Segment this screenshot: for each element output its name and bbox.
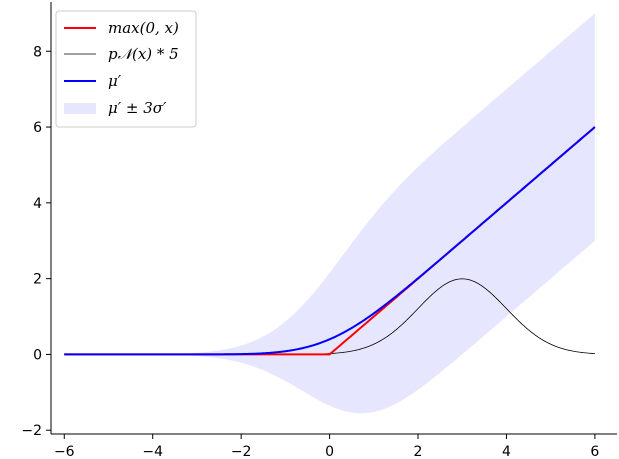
y-tick-label: −2 (21, 423, 42, 439)
legend-label-relu: max(0, x) (108, 19, 179, 37)
x-tick-label: 4 (502, 444, 511, 459)
y-tick-label: 0 (33, 347, 42, 363)
x-tick-label: −6 (54, 444, 75, 459)
legend: max(0, x) p𝒩(x) * 5 μ′ μ′ ± 3σ′ (55, 10, 197, 128)
x-ticks: −6 −4 −2 0 2 4 6 (54, 434, 599, 459)
y-tick-label: 8 (33, 44, 42, 60)
x-tick-label: −4 (142, 444, 163, 459)
legend-swatch-band (64, 103, 96, 114)
plot-area (64, 13, 596, 414)
y-ticks: −2 0 2 4 6 8 (21, 44, 51, 439)
x-tick-label: −2 (231, 444, 252, 459)
x-tick-label: 0 (325, 444, 334, 459)
series-band (64, 13, 595, 414)
legend-label-band: μ′ ± 3σ′ (108, 99, 167, 117)
x-tick-label: 6 (590, 444, 599, 459)
y-tick-label: 4 (33, 196, 42, 212)
axes (50, 2, 617, 435)
x-tick-label: 2 (414, 444, 423, 459)
y-tick-label: 2 (33, 272, 42, 288)
y-tick-label: 6 (33, 120, 42, 136)
legend-label-gaussian: p𝒩(x) * 5 (108, 45, 179, 63)
legend-frame (55, 10, 197, 128)
legend-label-mu: μ′ (108, 72, 122, 90)
series-mu-line (64, 126, 596, 356)
